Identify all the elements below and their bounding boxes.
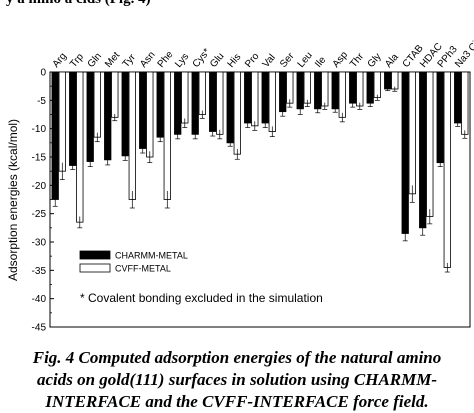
category-label: His xyxy=(226,52,244,70)
legend: CHARMM-METAL CVFF-METAL xyxy=(79,250,188,274)
bar-cvff xyxy=(163,71,171,200)
y-tick-label: -10 xyxy=(32,124,47,135)
bar-charmm xyxy=(69,71,77,166)
category-label: Na3 Citrate xyxy=(453,24,474,70)
caption-line-2: acids on gold(111) surfaces in solution … xyxy=(36,370,438,389)
y-tick-label: -15 xyxy=(32,153,47,164)
bar-charmm xyxy=(314,71,322,110)
bar-charmm xyxy=(51,71,59,200)
category-label: Ile xyxy=(313,54,328,69)
category-label: Thr xyxy=(348,51,366,70)
bar-cvff xyxy=(408,71,416,195)
bar-charmm xyxy=(401,71,409,234)
bar-charmm xyxy=(209,71,217,132)
bar-cvff xyxy=(128,71,136,200)
bar-charmm xyxy=(349,71,357,104)
bar-charmm xyxy=(121,71,129,157)
category-label: Lys xyxy=(173,51,191,70)
bar-charmm xyxy=(104,71,112,161)
bar-charmm xyxy=(436,71,444,164)
bar-cvff xyxy=(233,71,241,155)
y-tick-label: -45 xyxy=(32,323,47,334)
bars xyxy=(51,71,469,273)
y-tick-label: 0 xyxy=(40,68,46,79)
category-label: Trp xyxy=(68,51,86,70)
legend-swatch-cvff xyxy=(79,263,111,273)
y-tick-label: -25 xyxy=(32,209,47,220)
bar-charmm xyxy=(454,71,462,124)
bar-cvff xyxy=(111,71,119,118)
legend-label-cvff: CVFF-METAL xyxy=(115,264,171,274)
bar-cvff xyxy=(286,71,294,104)
y-axis-title: Adsorption energies (kcal/mol) xyxy=(6,119,20,281)
bar-cvff xyxy=(251,71,259,127)
bar-charmm xyxy=(86,71,94,162)
bar-charmm xyxy=(331,71,339,110)
category-label: Phe xyxy=(156,49,176,70)
bar-cvff xyxy=(321,71,329,107)
bar-cvff xyxy=(356,71,364,107)
bar-cvff xyxy=(58,71,66,172)
caption-line-3: INTERFACE and the CVFF-INTERFACE force f… xyxy=(45,392,429,411)
bar-charmm xyxy=(261,71,269,124)
category-label: Asn xyxy=(138,50,158,70)
legend-swatch-charmm xyxy=(79,250,111,260)
bar-charmm xyxy=(384,71,392,90)
bar-charmm xyxy=(174,71,182,135)
bar-charmm xyxy=(156,71,164,138)
caption-line-1: Fig. 4 Computed adsorption energies of t… xyxy=(32,348,442,367)
category-label: Tyr xyxy=(121,52,139,70)
bar-charmm xyxy=(191,71,199,135)
annotation-covalent: * Covalent bonding excluded in the simul… xyxy=(80,291,323,305)
bar-cvff xyxy=(443,71,451,268)
legend-label-charmm: CHARMM-METAL xyxy=(115,251,188,261)
bar-chart: Adsorption energies (kcal/mol) 0 -5 -10 -15… xyxy=(6,24,474,334)
bar-cvff xyxy=(391,71,399,90)
category-label: Asp xyxy=(331,49,351,70)
bar-cvff xyxy=(268,71,276,132)
category-label: Val xyxy=(261,52,278,70)
figure-caption: Fig. 4 Computed adsorption energies of t… xyxy=(0,347,474,413)
header-fragment: y a mino a cids (Fig. 4) xyxy=(0,0,474,8)
bar-cvff xyxy=(338,71,346,118)
axes: 0 -5 -10 -15 -20 -25 -30 -35 -40 -45 xyxy=(32,68,471,334)
bar-cvff xyxy=(216,71,224,135)
category-label: Gly xyxy=(366,51,384,70)
category-label: Ser xyxy=(278,50,297,70)
bar-cvff xyxy=(303,71,311,104)
category-label: Leu xyxy=(296,50,315,70)
y-tick-label: -40 xyxy=(32,294,47,305)
bar-charmm xyxy=(366,71,374,104)
category-label: Met xyxy=(103,50,122,70)
bar-charmm xyxy=(226,71,234,144)
bar-charmm xyxy=(279,71,287,113)
bar-cvff xyxy=(76,71,84,223)
bar-charmm xyxy=(419,71,427,229)
category-label: Arg xyxy=(51,51,69,70)
bar-cvff xyxy=(198,71,206,115)
bar-cvff xyxy=(93,71,101,138)
bar-cvff xyxy=(181,71,189,124)
y-tick-label: -35 xyxy=(32,266,47,277)
y-tick-label: -20 xyxy=(32,181,47,192)
bar-cvff xyxy=(426,71,434,217)
y-tick-label: -30 xyxy=(32,238,47,249)
bar-cvff xyxy=(373,71,381,98)
category-label: Ala xyxy=(383,51,401,69)
y-tick-label: -5 xyxy=(37,96,46,107)
category-label: Gln xyxy=(86,51,104,70)
bar-cvff xyxy=(146,71,154,158)
category-label: Cys* xyxy=(191,47,213,70)
category-label: Pro xyxy=(243,51,262,70)
bar-cvff xyxy=(461,71,469,135)
bar-charmm xyxy=(139,71,147,149)
bar-charmm xyxy=(244,71,252,124)
